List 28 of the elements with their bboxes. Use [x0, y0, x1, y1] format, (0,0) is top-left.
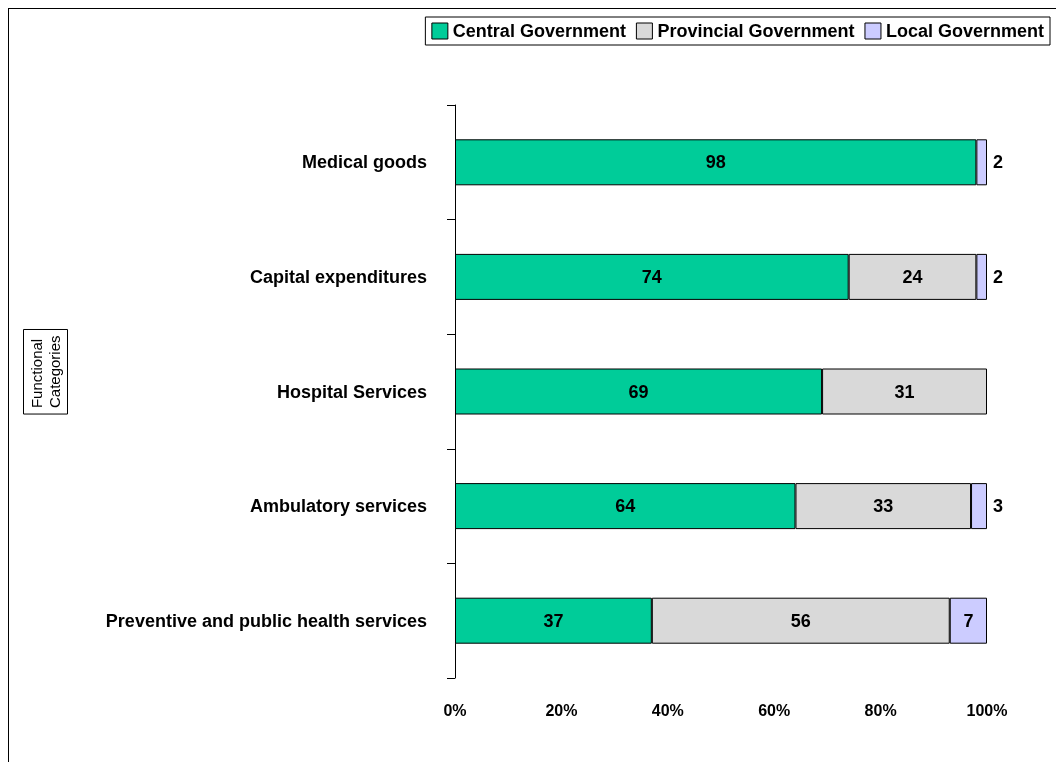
x-tick-label: 100%: [966, 701, 1008, 719]
data-label: 37: [543, 610, 564, 631]
text: Functional Categories: [28, 335, 63, 409]
y-tick-label: Hospital Services: [276, 381, 427, 402]
x-tick-label: 80%: [864, 701, 897, 719]
x-tick-label: 40%: [651, 701, 684, 719]
data-label: 2: [993, 266, 1004, 287]
x-tick-label: 60%: [758, 701, 791, 719]
data-label: 98: [705, 152, 726, 173]
data-label: 56: [790, 610, 811, 631]
x-tick-label: 0%: [443, 701, 467, 719]
legend-label: Provincial Government: [657, 21, 855, 41]
y-tick-label: Ambulatory services: [249, 496, 427, 517]
legend-label: Local Government: [885, 21, 1045, 41]
y-tick-label: Medical goods: [301, 152, 427, 173]
y-tick-label: Preventive and public health services: [105, 610, 427, 631]
data-label: 2: [993, 152, 1004, 173]
data-label: 31: [894, 381, 915, 402]
data-label: 74: [641, 266, 662, 287]
data-label: 33: [873, 496, 894, 517]
x-tick-label: 20%: [545, 701, 578, 719]
legend-label: Central Government: [452, 21, 626, 41]
data-label: 64: [615, 496, 636, 517]
y-tick-label: Capital expenditures: [249, 266, 427, 287]
data-label: 3: [993, 496, 1004, 517]
data-label: 7: [963, 610, 974, 631]
data-label: 24: [902, 266, 923, 287]
data-label: 69: [628, 381, 649, 402]
